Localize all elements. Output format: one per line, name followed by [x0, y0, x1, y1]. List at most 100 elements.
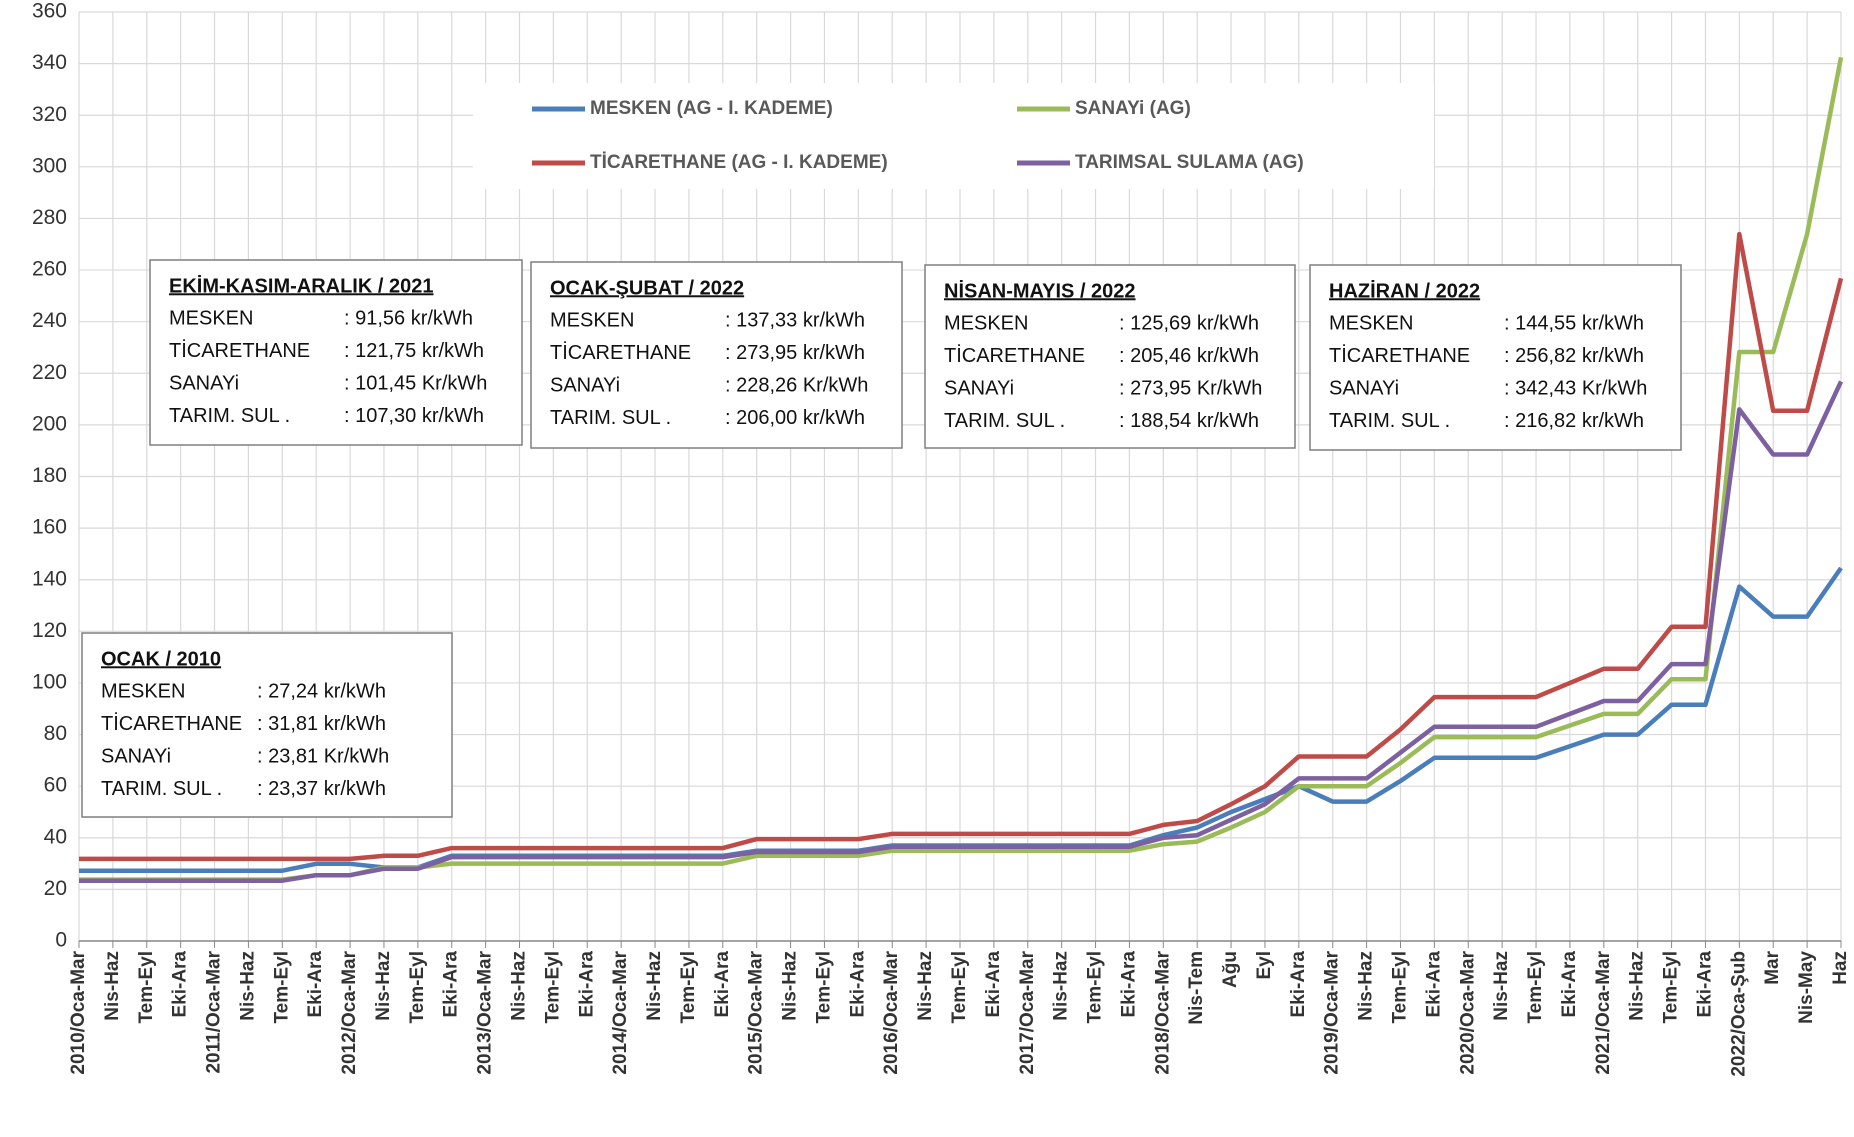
annotation-title: NİSAN-MAYIS / 2022 — [944, 279, 1136, 302]
annotation: NİSAN-MAYIS / 2022 MESKEN: 125,69 kr/kWh T… — [924, 264, 1296, 449]
y-tick-label: 120 — [32, 619, 67, 642]
x-tick-label: Nis-Haz — [373, 951, 394, 1021]
annotation-label: MESKEN — [101, 680, 185, 702]
legend-label: TARIMSAL SULAMA (AG) — [1075, 152, 1304, 173]
x-tick-label: Eki-Ara — [847, 951, 868, 1018]
x-tick-label: Tem-Eyl — [542, 951, 563, 1024]
x-tick-label: Haz — [1830, 951, 1851, 985]
annotation-label: TİCARETHANE — [169, 339, 310, 362]
x-tick-label: Eyl — [1254, 951, 1275, 980]
x-tick-label: Ağu — [1220, 951, 1241, 988]
x-tick-label: Nis-Haz — [1491, 951, 1512, 1021]
series-line — [79, 380, 1844, 883]
annotation-label: MESKEN — [1329, 312, 1413, 334]
x-tick-label: Eki-Ara — [1118, 951, 1139, 1018]
lines — [79, 56, 1844, 883]
x-tick-label: Tem-Eyl — [1390, 951, 1411, 1024]
annotation: OCAK / 2010 MESKEN: 27,24 kr/kWh TİCARETHA… — [81, 632, 453, 818]
annotation-box — [924, 264, 1296, 449]
x-tick-label: Tem-Eyl — [813, 951, 834, 1024]
legend-label: TİCARETHANE (AG - I. KADEME) — [590, 152, 888, 173]
x-tick-label: Eki-Ara — [305, 951, 326, 1018]
annotation-box — [530, 261, 903, 449]
annotation: OCAK-ŞUBAT / 2022 MESKEN: 137,33 kr/kWh Tİ… — [530, 261, 903, 449]
x-tick-label: 2022/Oca-Şub — [1728, 951, 1749, 1077]
y-tick-label: 80 — [44, 722, 67, 745]
y-tick-label: 0 — [55, 929, 67, 952]
annotation-value: : 23,81 Kr/kWh — [257, 745, 389, 767]
x-tick-label: Tem-Eyl — [407, 951, 428, 1024]
annotation-title: EKİM-KASIM-ARALIK / 2021 — [169, 274, 433, 297]
annotation-value: : 206,00 kr/kWh — [725, 407, 865, 429]
y-tick-label: 100 — [32, 670, 67, 693]
x-tick-label: 2018/Oca-Mar — [1152, 950, 1173, 1074]
annotation-value: : 273,95 kr/kWh — [725, 342, 865, 364]
x-tick-label: Nis-Haz — [1051, 951, 1072, 1021]
annotation-label: TARIM. SUL . — [169, 405, 290, 427]
annotation-value: : 121,75 kr/kWh — [344, 340, 484, 362]
x-tick-label: Nis-Tem — [1186, 951, 1207, 1025]
x-tick-label: Nis-Haz — [237, 951, 258, 1021]
annotation: HAZİRAN / 2022 MESKEN : 144,55 kr/kWh TİCAR… — [1309, 264, 1682, 451]
annotation-box — [1309, 264, 1682, 451]
annotation-label: TİCARETHANE — [1329, 344, 1470, 367]
x-tick-label: Eki-Ara — [1423, 951, 1444, 1018]
y-tick-label: 20 — [44, 877, 67, 900]
annotation-value: : 23,37 kr/kWh — [257, 778, 386, 800]
annotation-label: TARIM. SUL . — [944, 410, 1065, 432]
y-tick-label: 140 — [32, 567, 67, 590]
annotation-label: SANAYi — [550, 374, 620, 396]
annotation-title: HAZİRAN / 2022 — [1329, 279, 1480, 302]
annotation-label: SANAYi — [1329, 377, 1399, 399]
annotation-label: TİCARETHANE — [550, 341, 691, 364]
annotation-value: : 342,43 Kr/kWh — [1504, 377, 1647, 399]
annotation-value: : 144,55 kr/kWh — [1504, 312, 1644, 334]
y-tick-label: 220 — [32, 361, 67, 384]
legend-label: SANAYi (AG) — [1075, 98, 1191, 119]
y-tick-label: 180 — [32, 464, 67, 487]
x-tick-label: Nis-Haz — [780, 951, 801, 1021]
x-tick-label: Eki-Ara — [1694, 951, 1715, 1018]
annotation-value: : 107,30 kr/kWh — [344, 405, 484, 427]
x-tick-label: 2021/Oca-Mar — [1593, 950, 1614, 1074]
annotation-label: MESKEN — [944, 312, 1028, 334]
x-tick-label: Tem-Eyl — [1085, 951, 1106, 1024]
x-tick-label: Nis-Haz — [1627, 951, 1648, 1021]
x-tick-label: Tem-Eyl — [678, 951, 699, 1024]
annotation-label: SANAYi — [944, 377, 1014, 399]
x-tick-label: 2012/Oca-Mar — [339, 950, 360, 1074]
annotation: EKİM-KASIM-ARALIK / 2021 MESKEN: 91,56 kr… — [149, 259, 523, 446]
annotation-label: TARIM. SUL . — [101, 778, 222, 800]
x-tick-label: Nis-May — [1796, 951, 1817, 1024]
x-tick-label: 2016/Oca-Mar — [881, 950, 902, 1074]
x-tick-label: Eki-Ara — [712, 951, 733, 1018]
x-tick-label: Eki-Ara — [1559, 951, 1580, 1018]
x-tick-label: 2013/Oca-Mar — [475, 950, 496, 1074]
annotation-value: : 101,45 Kr/kWh — [344, 372, 487, 394]
x-tick-label: Nis-Haz — [509, 951, 530, 1021]
y-tick-label: 340 — [32, 51, 67, 74]
annotation-title: OCAK / 2010 — [101, 648, 221, 670]
annotation-label: TARIM. SUL . — [1329, 410, 1450, 432]
annotation-box — [149, 259, 523, 446]
x-tick-label: 2020/Oca-Mar — [1457, 950, 1478, 1074]
x-tick-label: Mar — [1762, 950, 1783, 984]
x-tick-label: Eki-Ara — [576, 951, 597, 1018]
x-tick-label: 2017/Oca-Mar — [1017, 950, 1038, 1074]
annotation-label: TİCARETHANE — [944, 344, 1085, 367]
annotation-value: : 27,24 kr/kWh — [257, 680, 386, 702]
annotation-box — [81, 632, 453, 818]
legend-label: MESKEN (AG - I. KADEME) — [590, 98, 833, 119]
x-tick-label: Tem-Eyl — [949, 951, 970, 1024]
annotation-value: : 188,54 kr/kWh — [1119, 410, 1259, 432]
y-tick-label: 240 — [32, 309, 67, 332]
x-tick-label: Nis-Haz — [1356, 951, 1377, 1021]
x-tick-label: Nis-Haz — [915, 951, 936, 1021]
y-tick-label: 200 — [32, 412, 67, 435]
x-tick-label: 2011/Oca-Mar — [204, 950, 225, 1073]
annotation-value: : 31,81 kr/kWh — [257, 713, 386, 735]
annotation-value: : 273,95 Kr/kWh — [1119, 377, 1262, 399]
y-tick-label: 160 — [32, 516, 67, 539]
legend: MESKEN (AG - I. KADEME) SANAYi (AG) TİCARE… — [473, 83, 1434, 189]
